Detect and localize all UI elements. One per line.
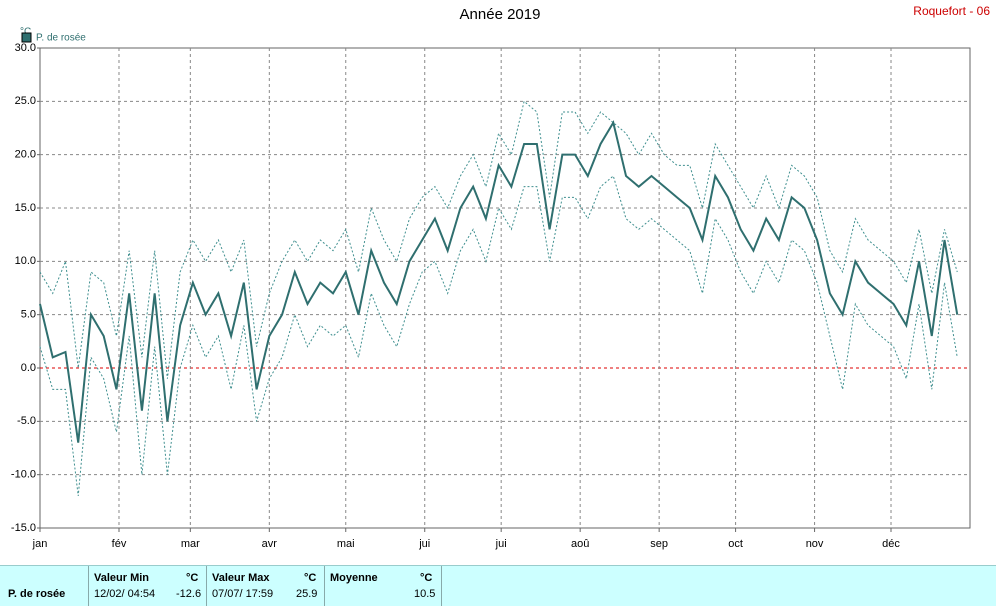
max-date: 07/07/ 17:59 [212,588,274,600]
x-tick-label: avr [262,538,278,550]
y-tick-label: 30.0 [15,42,36,54]
x-tick-label: fév [112,538,127,550]
max-unit: °C [304,572,317,584]
mean-unit: °C [420,572,433,584]
mean-value: 10.5 [414,588,436,600]
mean-label: Moyenne [330,572,378,584]
x-tick-label: mar [181,538,200,550]
min-date: 12/02/ 04:54 [94,588,156,600]
y-tick-label: 15.0 [15,202,36,214]
series-line [39,120,959,443]
legend-swatch [21,32,32,43]
separator [324,566,325,606]
y-tick-label: 5.0 [21,309,36,321]
x-tick-label: nov [806,538,824,550]
x-tick-label: sep [650,538,668,550]
min-value: -12.6 [176,588,202,600]
x-tick-label: oct [728,538,743,550]
separator [441,566,442,606]
max-value: 25.9 [296,588,318,600]
summary-table: P. de rosée Valeur Min °C 12/02/ 04:54 -… [0,565,996,606]
y-unit: °C [20,27,31,38]
range-line [39,175,958,497]
summary-name: P. de rosée [8,588,66,600]
station: Roquefort - 06 [913,4,990,18]
y-tick-label: 10.0 [15,255,36,267]
y-tick-label: -5.0 [17,415,36,427]
chart: Année 2019 Roquefort - 06 °C -15.0 -10.0 -… [11,4,990,550]
plot-area [39,47,971,529]
y-tick-label: -15.0 [11,522,36,534]
separator [88,566,89,606]
range-line [39,100,958,379]
legend-label: P. de rosée [36,33,86,44]
x-tick-label: aoû [571,538,589,550]
min-unit: °C [186,572,199,584]
x-tick-label: jan [32,538,48,550]
y-tick-label: -10.0 [11,469,36,481]
x-tick-label: déc [882,538,900,550]
x-tick-label: jui [418,538,430,550]
max-label: Valeur Max [212,572,270,584]
chart-title: Année 2019 [460,6,541,23]
separator [206,566,207,606]
min-label: Valeur Min [94,572,150,584]
y-tick-label: 25.0 [15,95,36,107]
x-tick-label: mai [337,538,355,550]
x-tick-label: jui [495,538,507,550]
y-tick-label: 0.0 [21,362,36,374]
y-tick-label: 20.0 [15,149,36,161]
